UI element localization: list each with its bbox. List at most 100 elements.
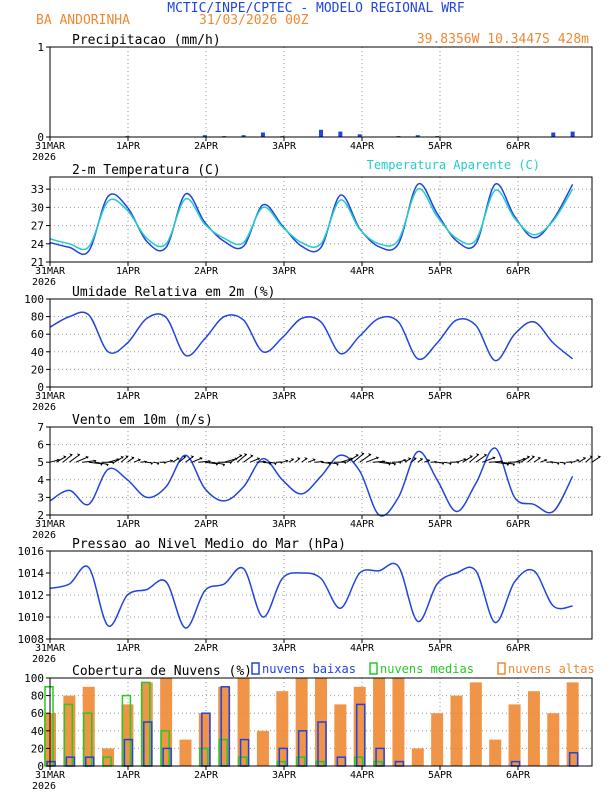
cloud-bar-high bbox=[218, 686, 231, 766]
panel-title: Vento em 10m (m/s) bbox=[72, 413, 213, 428]
y-tick-label: 1008 bbox=[18, 633, 45, 646]
wind-arrowhead bbox=[441, 462, 445, 466]
x-tick-label: 31MAR bbox=[35, 770, 66, 781]
legend-label: nuvens medias bbox=[380, 662, 474, 676]
wind-arrowhead bbox=[426, 459, 430, 463]
wind-arrowhead bbox=[360, 452, 364, 456]
y-tick-label: 1 bbox=[37, 41, 44, 54]
x-tick-label: 31MAR bbox=[35, 519, 66, 530]
wind-arrowhead bbox=[221, 463, 225, 467]
x-tick-label: 6APR bbox=[506, 266, 531, 277]
x-tick-label: 1APR bbox=[116, 266, 141, 277]
x-tick-label: 1APR bbox=[116, 519, 141, 530]
y-tick-label: 20 bbox=[31, 363, 44, 376]
wind-vector bbox=[230, 454, 243, 463]
y-tick-label: 6 bbox=[37, 439, 44, 452]
wind-arrowhead bbox=[273, 462, 277, 466]
wind-arrowhead bbox=[207, 460, 211, 464]
x-year-label: 2026 bbox=[32, 402, 56, 413]
cloud-bar-high bbox=[392, 678, 405, 766]
wind-arrowhead bbox=[297, 457, 301, 461]
coords-label: 39.8356W 10.3447S 428m bbox=[417, 32, 589, 47]
x-tick-label: 5APR bbox=[428, 141, 453, 152]
wind-vector bbox=[359, 453, 372, 463]
x-tick-label: 2APR bbox=[194, 770, 219, 781]
cloud-bar-high bbox=[566, 682, 579, 766]
wind-arrowhead bbox=[419, 457, 423, 461]
precip-bar bbox=[241, 135, 246, 137]
y-tick-label: 20 bbox=[31, 742, 44, 755]
cloud-bar-high bbox=[198, 713, 211, 766]
y-tick-label: 7 bbox=[37, 421, 44, 434]
legend-swatch bbox=[251, 662, 260, 675]
y-tick-label: 0 bbox=[37, 381, 44, 394]
wind-arrowhead bbox=[492, 456, 496, 460]
wind-vector bbox=[482, 456, 496, 463]
wind-vector bbox=[69, 453, 81, 463]
cloud-bar-high bbox=[256, 730, 269, 766]
precip-bar bbox=[338, 131, 343, 137]
wind-arrowhead bbox=[149, 461, 153, 465]
wind-arrowhead bbox=[76, 453, 80, 457]
x-tick-label: 3APR bbox=[272, 643, 297, 654]
x-tick-label: 2APR bbox=[194, 391, 219, 402]
wind-arrowhead bbox=[176, 457, 180, 461]
wind-arrowhead bbox=[169, 459, 173, 463]
y-tick-label: 3 bbox=[37, 491, 44, 504]
wind-vector bbox=[352, 452, 365, 463]
wind-arrowhead bbox=[250, 454, 254, 458]
plot-frame bbox=[49, 677, 593, 767]
x-tick-label: 6APR bbox=[506, 141, 531, 152]
wind-vector bbox=[488, 460, 503, 463]
x-tick-label: 6APR bbox=[506, 643, 531, 654]
x-tick-label: 1APR bbox=[116, 391, 141, 402]
precip-bar bbox=[415, 135, 420, 137]
legend-label: nuvens altas bbox=[508, 662, 595, 676]
wind-arrowhead bbox=[182, 455, 186, 459]
precip-bar bbox=[570, 131, 575, 137]
x-tick-label: 5APR bbox=[428, 519, 453, 530]
plot-frame bbox=[49, 46, 593, 138]
wind-arrowhead bbox=[125, 455, 129, 459]
wind-arrowhead bbox=[85, 455, 89, 459]
x-tick-label: 5APR bbox=[428, 643, 453, 654]
panel-2: 21 24 27 30 33 31MAR 1APR 2APR 3APR 4APR 5APR 6APR 2… bbox=[31, 158, 593, 288]
wind-vector bbox=[469, 453, 480, 463]
y-tick-label: 30 bbox=[31, 201, 44, 214]
wind-arrowhead bbox=[403, 458, 407, 462]
cloud-bar-high bbox=[527, 691, 540, 766]
y-tick-label: 24 bbox=[31, 238, 45, 251]
wind-arrowhead bbox=[469, 454, 473, 458]
x-tick-label: 6APR bbox=[506, 519, 531, 530]
cloud-bar-high bbox=[121, 704, 134, 766]
y-tick-label: 27 bbox=[31, 220, 44, 233]
cloud-bar-high bbox=[160, 678, 173, 766]
y-tick-label: 4 bbox=[37, 474, 44, 487]
x-tick-label: 3APR bbox=[272, 519, 297, 530]
x-year-label: 2026 bbox=[32, 654, 56, 665]
x-tick-label: 4APR bbox=[350, 266, 375, 277]
cloud-bar-high bbox=[140, 682, 153, 766]
wind-arrowhead bbox=[304, 457, 308, 461]
wind-arrowhead bbox=[483, 453, 487, 457]
x-tick-label: 6APR bbox=[506, 770, 531, 781]
x-tick-label: 4APR bbox=[350, 519, 375, 530]
run-date: 31/03/2026 00Z bbox=[199, 13, 309, 28]
y-tick-label: 33 bbox=[31, 183, 44, 196]
wind-arrowhead bbox=[556, 462, 560, 466]
cloud-bar-high bbox=[63, 695, 76, 766]
x-tick-label: 31MAR bbox=[35, 141, 66, 152]
wind-arrowhead bbox=[105, 463, 109, 467]
panel-5: 1008 1010 1012 1014 1016 31MAR 1APR 2APR 3APR 4AP… bbox=[18, 537, 593, 665]
wind-arrowhead bbox=[69, 453, 73, 457]
wind-arrowhead bbox=[448, 462, 452, 466]
wind-arrowhead bbox=[290, 457, 294, 461]
panel-1: 0 1 31MAR 1APR 2APR 3APR 4APR 5APR 6APR 2026 Preci… bbox=[32, 33, 593, 163]
precip-bar bbox=[357, 134, 362, 137]
wind-arrowhead bbox=[285, 459, 289, 463]
y-tick-label: 1010 bbox=[18, 611, 45, 624]
main-title: MCTIC/INPE/CPTEC - MODELO REGIONAL WRF bbox=[167, 1, 465, 16]
y-tick-label: 80 bbox=[31, 690, 44, 703]
cloud-bar-high bbox=[276, 691, 289, 766]
